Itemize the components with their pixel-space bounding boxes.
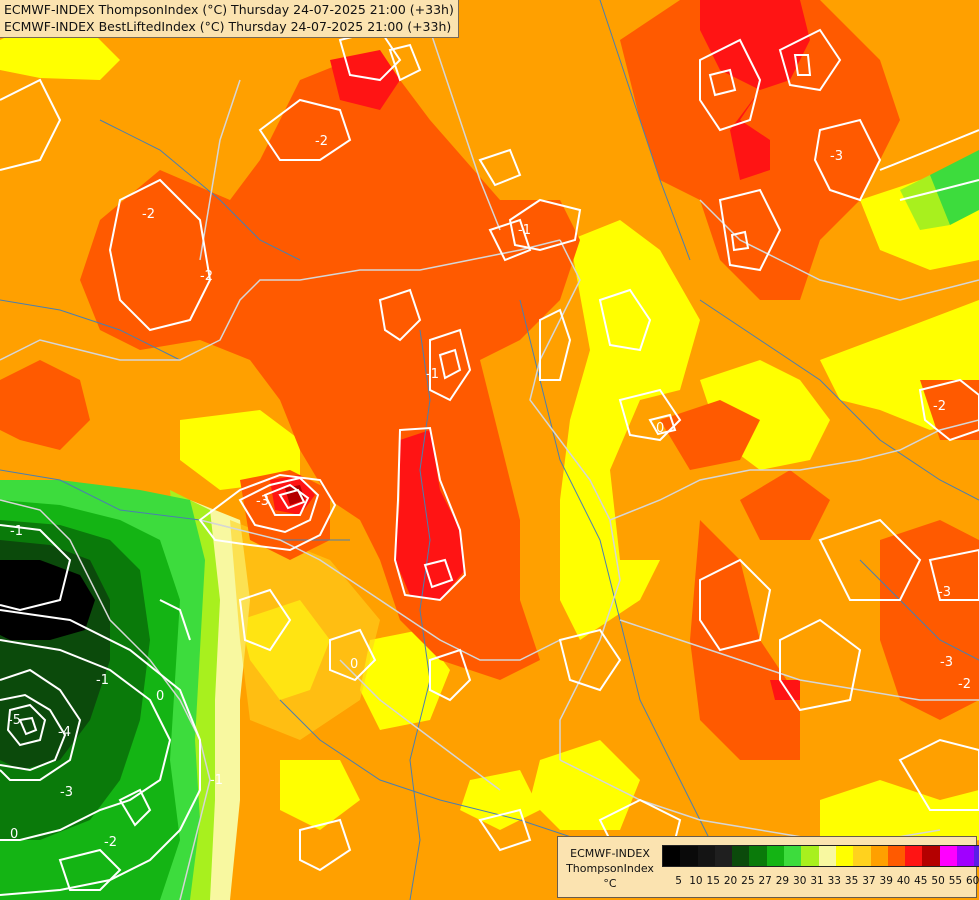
contour-label: 0 (656, 421, 664, 436)
legend-unit: °C (603, 877, 617, 890)
map-title-line-2: ECMWF-INDEX BestLiftedIndex (°C) Thursda… (4, 19, 452, 34)
legend-parameter: ThompsonIndex (566, 862, 654, 875)
legend-swatch (732, 846, 750, 866)
map-title-line-1: ECMWF-INDEX ThompsonIndex (°C) Thursday … (4, 2, 454, 17)
map-title-box: ECMWF-INDEX ThompsonIndex (°C) Thursday … (0, 0, 459, 38)
legend-swatch (801, 846, 819, 866)
contour-label: 0 (156, 689, 164, 704)
contour-label: -5 (8, 713, 21, 728)
legend-tick-label: 37 (862, 875, 876, 887)
legend-swatch (818, 846, 836, 866)
legend-swatch (680, 846, 698, 866)
legend-tick-label: 27 (758, 875, 772, 887)
red-areas (270, 0, 810, 700)
contour-label: -3 (256, 494, 269, 509)
contour-label: -2 (933, 399, 946, 414)
legend-swatch (922, 846, 940, 866)
ne-lime-patch (900, 175, 950, 230)
legend-swatch (853, 846, 871, 866)
contour-label: -1 (426, 367, 439, 382)
legend-swatch (749, 846, 767, 866)
legend-swatch (905, 846, 923, 866)
legend-title: ECMWF-INDEX ThompsonIndex °C (560, 846, 660, 891)
contour-label: -2 (142, 207, 155, 222)
legend-swatch (835, 846, 854, 866)
legend-model: ECMWF-INDEX (570, 847, 650, 860)
contour-label: -1 (210, 773, 223, 788)
legend-swatch (957, 846, 975, 866)
legend-tick-label: 40 (896, 875, 911, 887)
contour-label: -3 (940, 655, 953, 670)
legend-swatch (974, 846, 979, 866)
legend-tick-label: 35 (844, 875, 859, 887)
legend-tick-label: 50 (931, 875, 945, 887)
contour-label-group: -2 -2 -2 -2 -3 -3 -3 -3 -2 -1 -1 0 0 -1 … (8, 134, 971, 850)
contour-label: -2 (200, 269, 213, 284)
contour-label: -4 (58, 725, 71, 740)
contour-label: -3 (60, 785, 73, 800)
legend-swatch (939, 846, 958, 866)
legend-swatch (697, 846, 715, 866)
legend-swatch (784, 846, 802, 866)
contour-label: -3 (830, 149, 843, 164)
legend-tick-label: 39 (879, 875, 893, 887)
legend-tick-label: 25 (741, 875, 755, 887)
dark-red-spot (285, 485, 305, 505)
contour-lines (0, 28, 979, 896)
legend-tick-label: 55 (948, 875, 963, 887)
legend-swatch (663, 846, 681, 866)
contour-label: -1 (518, 223, 531, 238)
legend-tick-label: 30 (793, 875, 807, 887)
legend-tick-label: 15 (706, 875, 720, 887)
legend-swatches (662, 845, 979, 867)
legend-swatch (766, 846, 785, 866)
legend-tick-label: 29 (775, 875, 790, 887)
contour-label: -1 (10, 524, 23, 539)
legend-tick-label: 33 (827, 875, 841, 887)
contour-label: -1 (96, 673, 109, 688)
contour-label: -2 (315, 134, 328, 149)
legend-tick-label: 31 (810, 875, 824, 887)
legend-tick-label: 60 (966, 875, 979, 887)
contour-label: 0 (350, 657, 358, 672)
legend-tick-label: 20 (723, 875, 738, 887)
legend-tick-spacer (662, 875, 670, 887)
contour-label: -2 (104, 835, 117, 850)
legend-tick-label: 5 (675, 875, 682, 887)
legend-tick-label: 45 (914, 875, 928, 887)
color-legend: ECMWF-INDEX ThompsonIndex °C 5 10 15 20 25 27… (557, 836, 979, 898)
legend-swatch (714, 846, 733, 866)
legend-swatch (887, 846, 906, 866)
contour-label: -2 (958, 677, 971, 692)
legend-tick-label: 10 (689, 875, 703, 887)
contour-label: -3 (938, 585, 951, 600)
legend-swatch (870, 846, 888, 866)
legend-ticks: 5 10 15 20 25 27 29 30 31 33 35 37 39 40 45 50 55 60 (662, 875, 979, 887)
contour-label: 0 (10, 827, 18, 842)
